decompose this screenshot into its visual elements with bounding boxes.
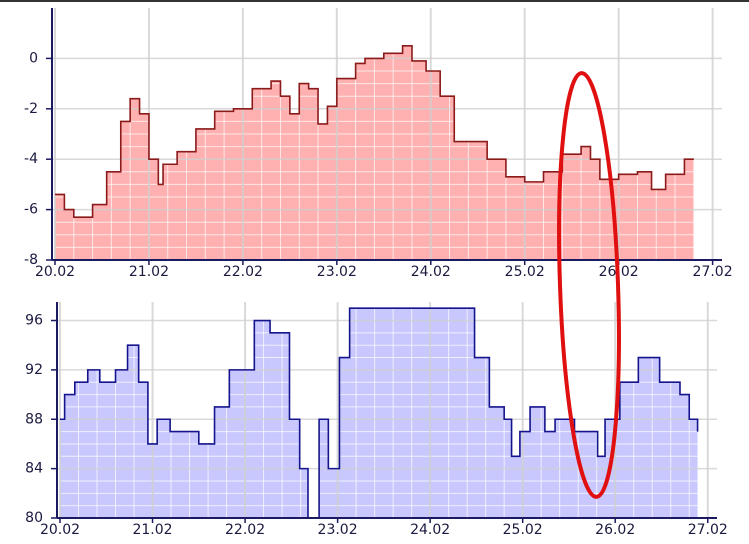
y-tick-label: -2 bbox=[24, 101, 38, 117]
x-tick-label: 23.02 bbox=[317, 264, 357, 280]
y-tick-label: 88 bbox=[25, 411, 43, 427]
area-fill bbox=[60, 308, 698, 518]
y-tick-label: -8 bbox=[24, 252, 38, 268]
x-tick-label: 21.02 bbox=[129, 264, 169, 280]
x-tick-label: 20.02 bbox=[40, 522, 80, 538]
x-tick-label: 22.02 bbox=[225, 522, 265, 538]
x-tick-label: 24.02 bbox=[410, 522, 450, 538]
x-tick-label: 27.02 bbox=[693, 264, 733, 280]
y-tick-label: -4 bbox=[24, 151, 38, 167]
x-tick-label: 25.02 bbox=[505, 264, 545, 280]
x-tick-label: 20.02 bbox=[35, 264, 75, 280]
x-tick-label: 23.02 bbox=[318, 522, 358, 538]
highlight-ellipse bbox=[557, 71, 621, 499]
area-line bbox=[55, 45, 694, 218]
y-tick-label: 0 bbox=[29, 50, 38, 66]
plots: -8 -6 -4 -2 0 20.02 21.02 22.02 23.02 24.02 25.02 2… bbox=[24, 8, 733, 538]
x-tick-label: 24.02 bbox=[411, 264, 451, 280]
y-tick-label: 80 bbox=[25, 510, 43, 526]
y-tick-label: 92 bbox=[25, 362, 43, 378]
x-tick-label: 21.02 bbox=[132, 522, 172, 538]
x-tick-label: 27.02 bbox=[688, 522, 728, 538]
area-line bbox=[60, 307, 699, 519]
y-tick-label: 96 bbox=[25, 313, 43, 329]
x-tick-label: 22.02 bbox=[223, 264, 263, 280]
x-tick-label: 26.02 bbox=[595, 522, 635, 538]
x-tick-label: 25.02 bbox=[503, 522, 543, 538]
y-tick-label: -6 bbox=[24, 202, 38, 218]
y-tick-label: 84 bbox=[25, 461, 43, 477]
